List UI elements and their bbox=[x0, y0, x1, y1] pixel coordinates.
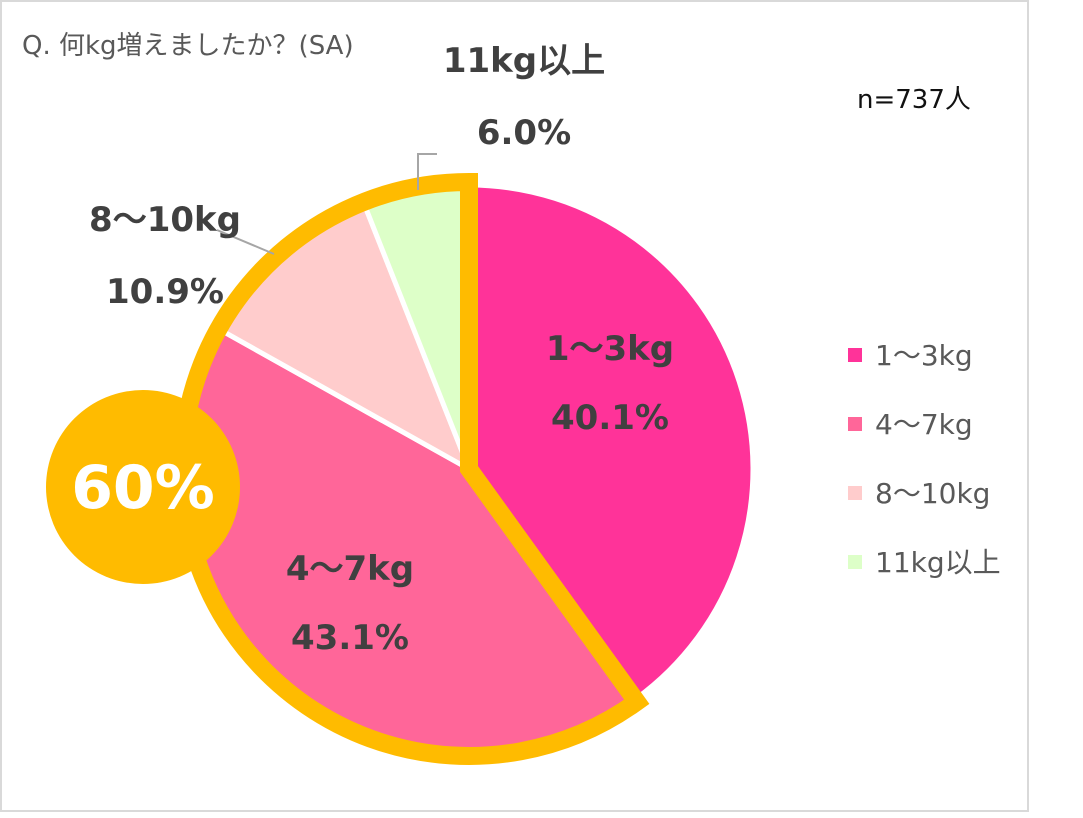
legend-label-11kg: 11kg以上 bbox=[875, 546, 1001, 579]
sample-size: n=737人 bbox=[857, 85, 971, 115]
pie-slices bbox=[182, 182, 756, 756]
highlight-badge bbox=[46, 390, 240, 584]
legend-label-8-10kg: 8～10kg bbox=[875, 477, 990, 510]
leader-line-11kg bbox=[417, 153, 437, 190]
slice-1-3kg bbox=[466, 182, 756, 702]
leader-line-8-10kg bbox=[216, 229, 275, 255]
legend: 1～3kg 4～7kg 8～10kg 11kg以上 bbox=[848, 339, 1001, 579]
data-label-4-7kg-name: 4～7kg bbox=[286, 549, 414, 589]
legend-label-4-7kg: 4～7kg bbox=[875, 408, 973, 441]
legend-swatch-4-7kg bbox=[848, 417, 862, 431]
data-label-11kg-value: 6.0% bbox=[477, 113, 571, 153]
data-label-8-10kg-value: 10.9% bbox=[106, 272, 224, 312]
legend-swatch-1-3kg bbox=[848, 348, 862, 362]
legend-label-1-3kg: 1～3kg bbox=[875, 339, 973, 372]
data-label-11kg-name: 11kg以上 bbox=[443, 41, 605, 81]
data-label-1-3kg-value: 40.1% bbox=[551, 398, 669, 438]
legend-swatch-8-10kg bbox=[848, 486, 862, 500]
data-label-8-10kg-name: 8～10kg bbox=[89, 200, 241, 240]
data-label-4-7kg-value: 43.1% bbox=[291, 618, 409, 658]
chart-frame: Q. 何kg増えましたか？(SA) n=737人 1～3kg 40.1% 4～7… bbox=[0, 0, 1029, 812]
legend-swatch-11kg bbox=[848, 555, 862, 569]
highlight-badge-text: 60% bbox=[71, 453, 215, 523]
chart-title: Q. 何kg増えましたか？(SA) bbox=[22, 31, 354, 61]
data-label-1-3kg-name: 1～3kg bbox=[546, 329, 674, 369]
